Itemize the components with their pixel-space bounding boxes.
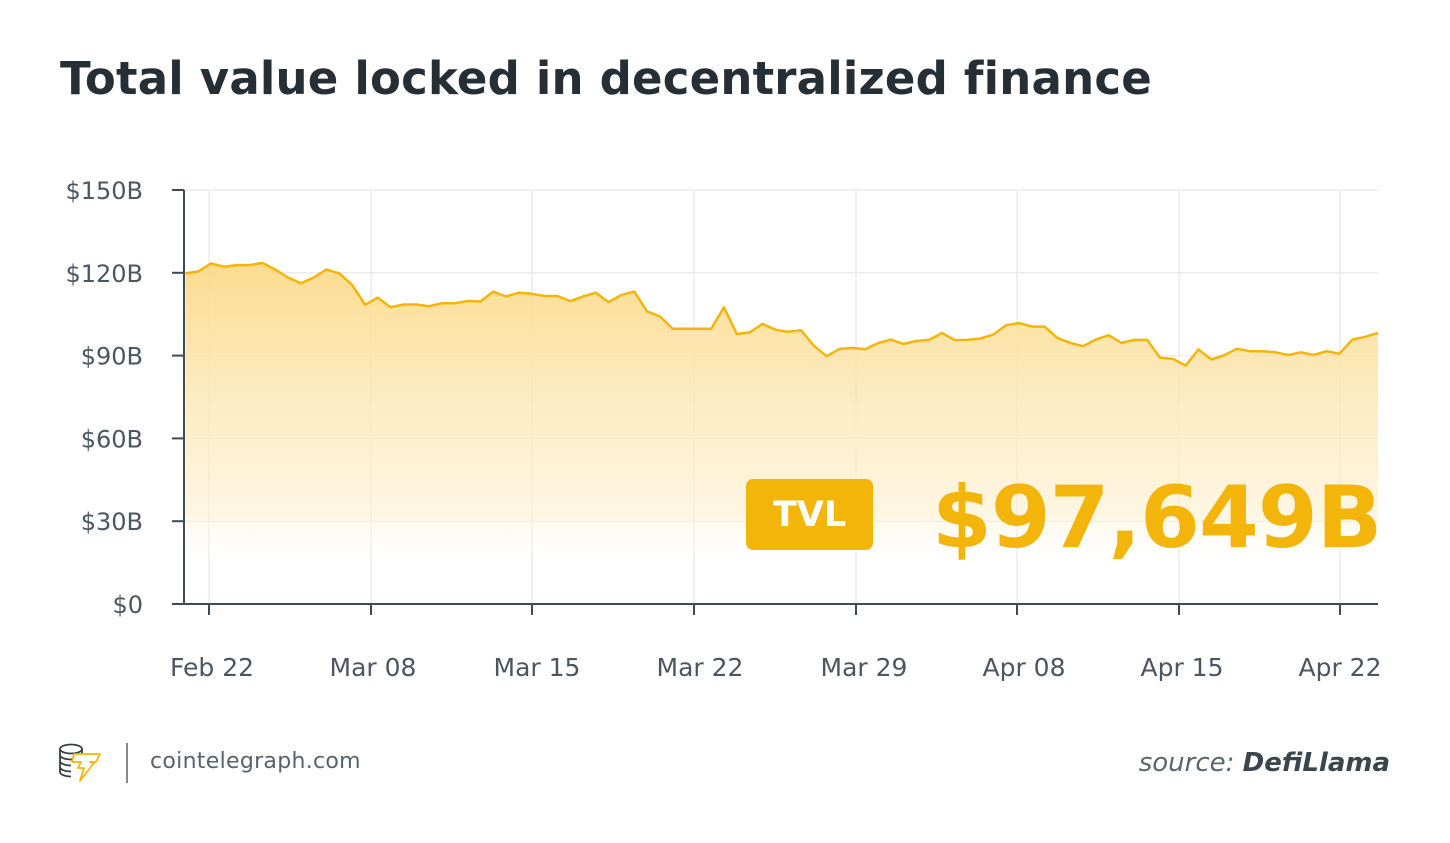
tvl-area-fill [185,262,1378,559]
y-axis-ticks: $0 $30B $60B $90B $120B $150B [65,177,143,619]
source-credit: source: DefiLlama [1139,748,1390,778]
cointelegraph-logo-icon [58,742,104,786]
site-name: cointelegraph.com [150,749,361,774]
tvl-badge: TVL [746,479,873,550]
y-tick-label: $90B [81,343,143,371]
source-name: DefiLlama [1242,748,1390,778]
x-axis-ticks: Feb 22 Mar 08 Mar 15 Mar 22 Mar 29 Apr 08 Apr … [170,653,1382,682]
tvl-line [185,261,1379,367]
x-tick-label: Apr 15 [1140,653,1223,682]
x-tick-label: Feb 22 [170,653,254,682]
x-tick-label: Mar 29 [821,653,908,682]
y-tick-label: $120B [65,260,143,288]
axes [172,189,1378,615]
chart-title: Total value locked in decentralized fina… [60,52,1152,105]
x-tick-label: Mar 22 [657,653,744,682]
source-prefix: source: [1138,748,1235,778]
y-tick-label: $30B [81,508,143,536]
tvl-badge-label: TVL [772,494,847,535]
x-tick-label: Mar 08 [330,653,417,682]
x-tick-label: Apr 22 [1298,653,1381,682]
x-tick-label: Mar 15 [494,653,581,682]
y-tick-label: $150B [65,177,143,205]
y-tick-label: $0 [112,591,143,619]
x-tick-label: Apr 08 [982,653,1065,682]
tvl-value: $97,649B [932,468,1382,568]
footer-divider [126,743,128,783]
y-tick-label: $60B [81,425,143,453]
